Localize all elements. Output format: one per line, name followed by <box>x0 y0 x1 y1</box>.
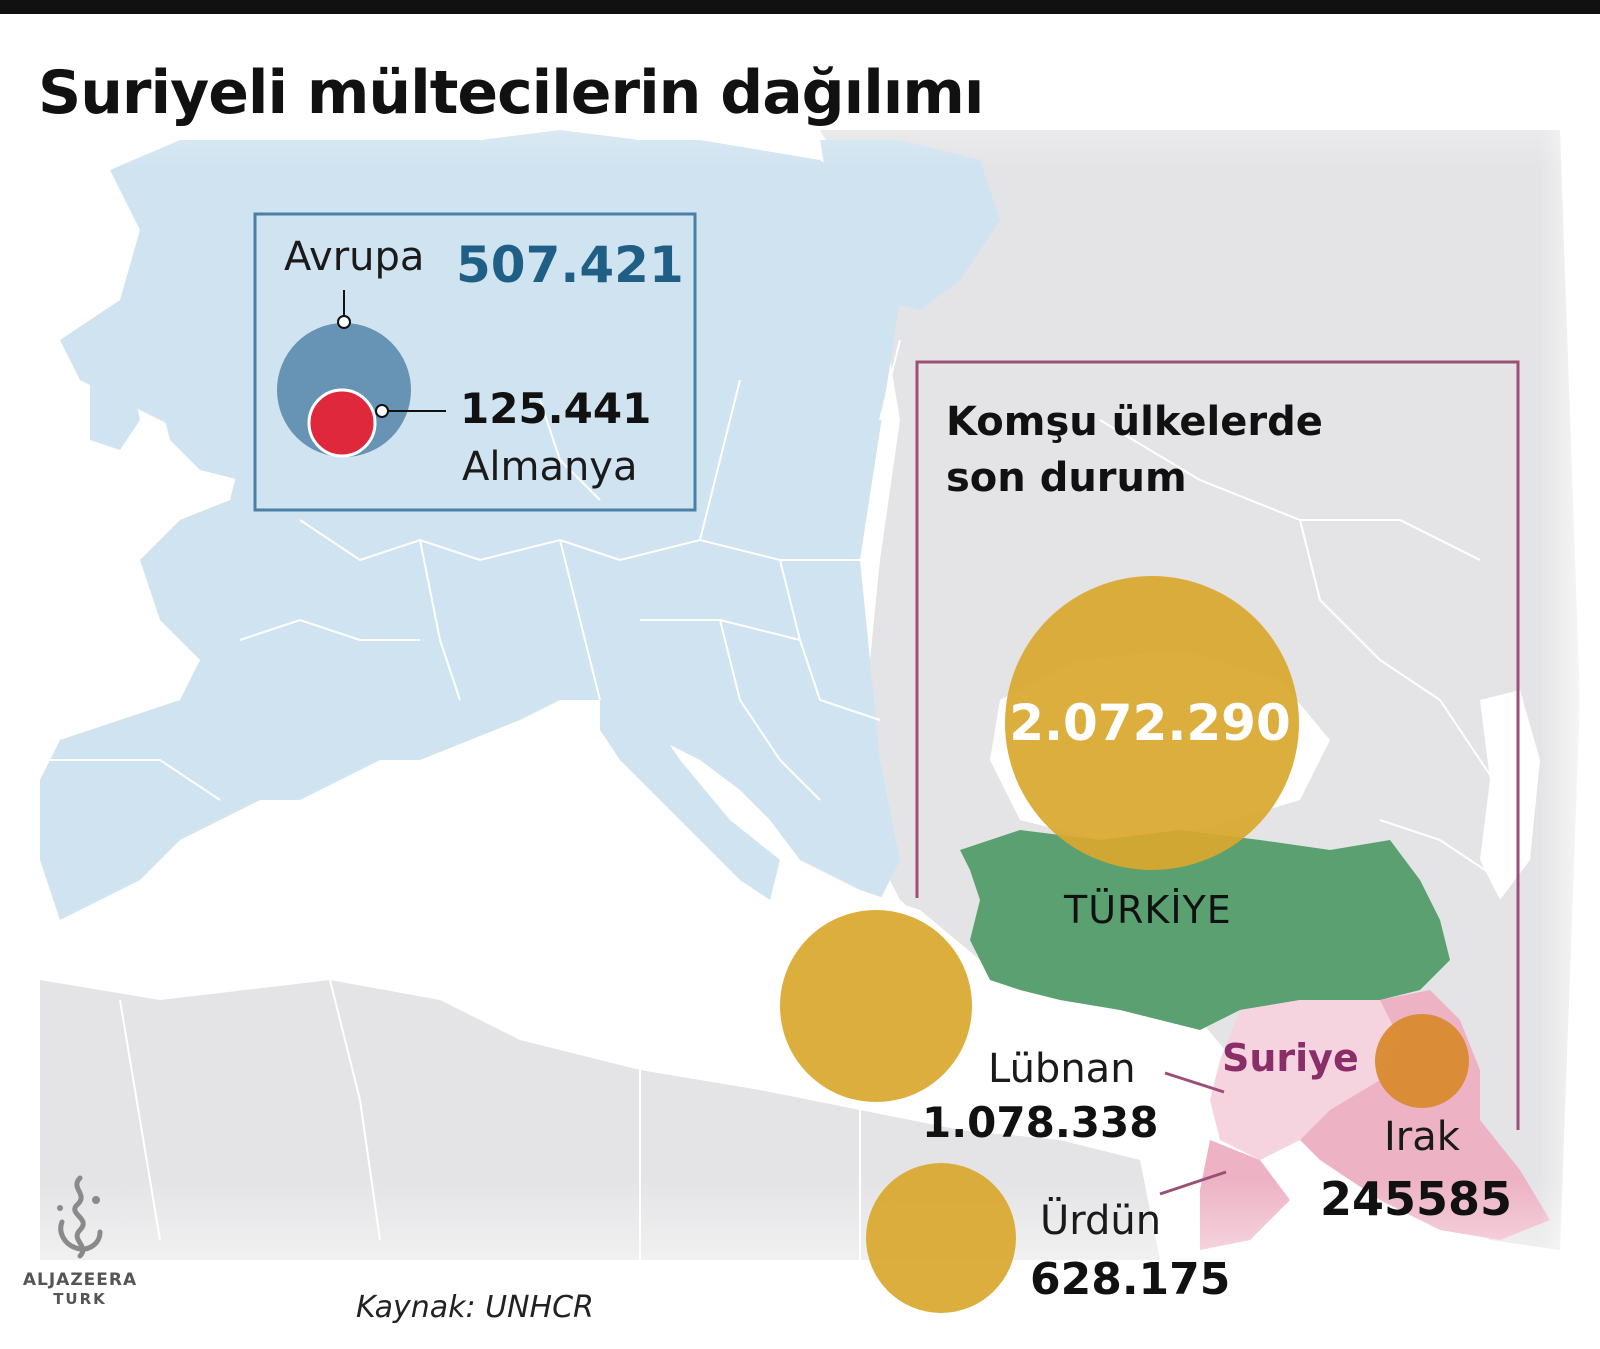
iraq-label: Irak <box>1384 1114 1460 1160</box>
brand-logo: ALJAZEERA TURK <box>22 1170 138 1308</box>
germany-bubble <box>307 388 377 458</box>
jordan-bubble <box>866 1163 1016 1313</box>
aljazeera-logo-icon <box>57 1175 103 1259</box>
top-rule <box>0 0 1600 14</box>
germany-leader-dot <box>375 404 389 418</box>
lebanon-value: 1.078.338 <box>922 1098 1159 1147</box>
europe-inset-box <box>253 212 697 512</box>
source-note: Kaynak: UNHCR <box>356 1290 594 1325</box>
germany-label: Almanya <box>462 444 638 490</box>
turkey-bubble <box>1005 576 1299 870</box>
iraq-value: 245585 <box>1320 1172 1513 1226</box>
top-fade <box>0 0 1600 170</box>
germany-value: 125.441 <box>460 384 652 433</box>
jordan-leader <box>1159 1170 1227 1196</box>
iraq-land <box>1300 990 1550 1240</box>
neighbors-box <box>915 360 1520 1130</box>
europe-value: 507.421 <box>456 236 684 294</box>
lebanon-label: Lübnan <box>988 1046 1136 1092</box>
right-fade <box>1540 0 1600 1349</box>
finland-land <box>820 140 1000 310</box>
turkey-value: 2.072.290 <box>1009 694 1291 752</box>
syria-label: Suriye <box>1222 1036 1359 1080</box>
italy <box>600 700 780 900</box>
europe-leader-dot <box>337 315 351 329</box>
caspian-sea <box>1480 690 1540 900</box>
bottom-fade <box>0 1180 1600 1349</box>
british-isles <box>150 300 260 480</box>
page-title: Suriyeli mültecilerin dağılımı <box>38 58 984 128</box>
lebanon-leader <box>1164 1071 1225 1094</box>
lebanon-bubble <box>780 910 972 1102</box>
turkey-land <box>960 830 1450 1030</box>
jordan-value: 628.175 <box>1030 1254 1231 1305</box>
syria-land <box>1210 1000 1400 1160</box>
brand-sub: TURK <box>53 1290 107 1308</box>
brand-name: ALJAZEERA <box>22 1270 138 1290</box>
scandinavia-land <box>480 130 740 330</box>
iraq-bubble <box>1375 1014 1469 1108</box>
turkey-label: TÜRKİYE <box>1064 888 1232 932</box>
jordan-label: Ürdün <box>1040 1198 1162 1244</box>
ireland <box>90 370 140 450</box>
europe-label: Avrupa <box>284 234 425 280</box>
neighbors-heading: Komşu ülkelerde son durum <box>946 399 1323 501</box>
